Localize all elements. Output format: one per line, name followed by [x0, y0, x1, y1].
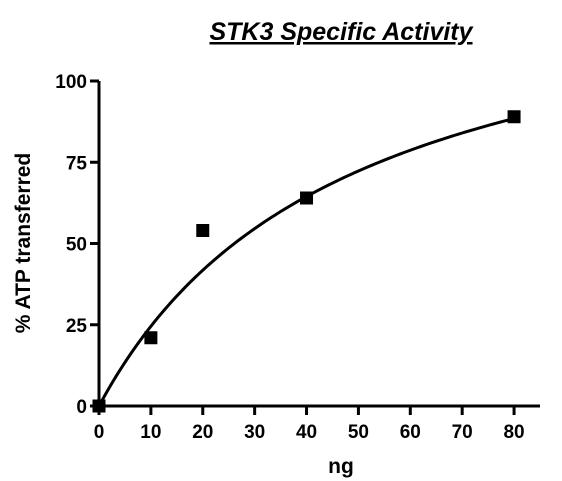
y-tick-label: 100 [55, 72, 87, 93]
x-ticks: 0 10 20 30 40 50 60 70 80 [94, 406, 525, 443]
y-tick-label: 25 [66, 316, 88, 337]
data-point [300, 191, 314, 205]
y-ticks: 0 25 50 75 100 [55, 72, 99, 418]
x-tick-label: 0 [94, 422, 105, 443]
x-tick-label: 40 [296, 422, 317, 443]
data-point [507, 110, 521, 124]
data-point [144, 331, 158, 345]
x-tick-label: 60 [400, 422, 421, 443]
y-tick-label: 50 [66, 235, 87, 256]
chart-title: STK3 Specific Activity [209, 18, 473, 46]
y-axis-label: % ATP transferred [12, 153, 35, 334]
x-tick-label: 70 [452, 422, 473, 443]
data-point [196, 224, 210, 237]
x-tick-label: 10 [140, 422, 161, 443]
x-tick-label: 30 [244, 422, 265, 443]
y-tick-label: 75 [66, 153, 88, 174]
x-axis-label: ng [328, 455, 354, 478]
x-tick-label: 80 [503, 422, 524, 443]
y-tick-label: 0 [76, 397, 87, 418]
data-points [92, 110, 521, 413]
fit-curve [97, 117, 515, 407]
x-tick-label: 50 [348, 422, 369, 443]
data-point [92, 399, 106, 413]
x-tick-label: 20 [192, 422, 213, 443]
